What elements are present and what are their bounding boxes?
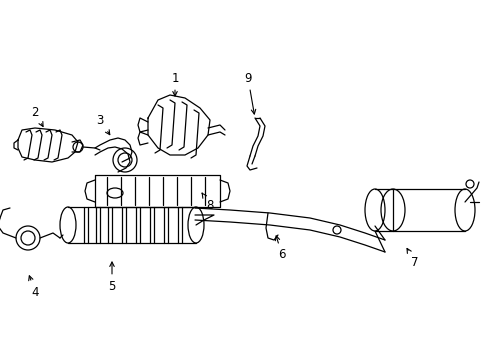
Text: 2: 2 bbox=[31, 105, 43, 126]
Text: 5: 5 bbox=[108, 262, 116, 292]
Text: 9: 9 bbox=[244, 72, 255, 114]
Text: 6: 6 bbox=[275, 236, 285, 261]
Text: 3: 3 bbox=[96, 113, 109, 135]
Text: 7: 7 bbox=[406, 248, 418, 269]
Text: 8: 8 bbox=[202, 193, 213, 212]
Text: 4: 4 bbox=[29, 276, 39, 298]
Text: 1: 1 bbox=[171, 72, 179, 96]
